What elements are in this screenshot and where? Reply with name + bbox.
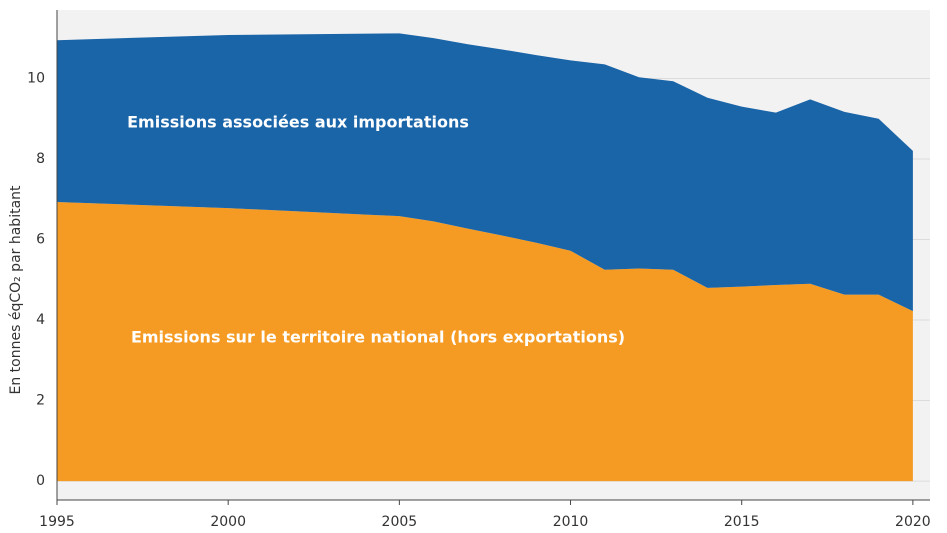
area	[57, 33, 913, 312]
y-tick-label: 8	[36, 151, 45, 167]
series-label: Emissions sur le territoire national (ho…	[131, 328, 625, 347]
y-tick-label: 10	[27, 70, 45, 86]
x-tick-label: 2015	[724, 514, 760, 530]
x-tick-label: 1995	[39, 514, 75, 530]
x-tick-label: 2005	[382, 514, 418, 530]
y-tick-label: 0	[36, 473, 45, 489]
x-tick-label: 2000	[210, 514, 246, 530]
y-tick-label: 4	[36, 312, 45, 328]
y-axis-label: En tonnes éqCO₂ par habitant	[8, 185, 24, 395]
area	[57, 202, 913, 482]
y-tick-label: 2	[36, 393, 45, 409]
x-tick-label: 2010	[553, 514, 589, 530]
y-tick-label: 6	[36, 231, 45, 247]
series-label: Emissions associées aux importations	[127, 113, 469, 132]
x-tick-label: 2020	[895, 514, 931, 530]
